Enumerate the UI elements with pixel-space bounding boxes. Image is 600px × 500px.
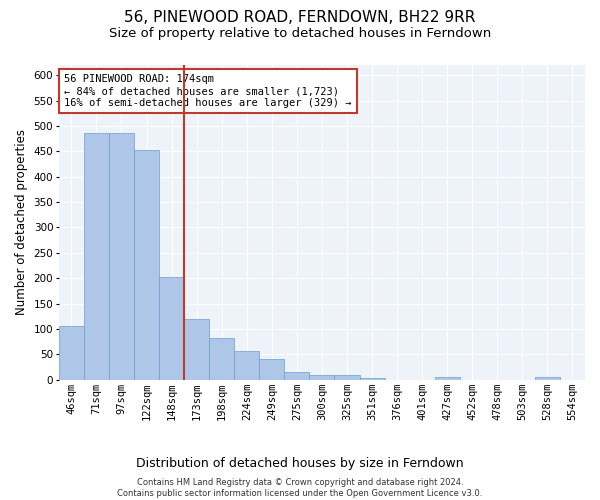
Bar	[434, 377, 460, 380]
Bar	[535, 376, 560, 380]
Bar	[84, 132, 109, 380]
Y-axis label: Number of detached properties: Number of detached properties	[15, 130, 28, 316]
Bar	[184, 319, 209, 380]
Bar	[134, 150, 159, 380]
Bar	[310, 374, 334, 380]
Bar	[59, 326, 84, 380]
Bar	[259, 360, 284, 380]
Bar	[209, 338, 234, 380]
Bar	[284, 372, 310, 380]
Bar	[159, 276, 184, 380]
Text: 56 PINEWOOD ROAD: 174sqm
← 84% of detached houses are smaller (1,723)
16% of sem: 56 PINEWOOD ROAD: 174sqm ← 84% of detach…	[64, 74, 352, 108]
Bar	[234, 352, 259, 380]
Text: 56, PINEWOOD ROAD, FERNDOWN, BH22 9RR: 56, PINEWOOD ROAD, FERNDOWN, BH22 9RR	[124, 10, 476, 25]
Bar	[334, 374, 359, 380]
Bar	[359, 378, 385, 380]
Text: Distribution of detached houses by size in Ferndown: Distribution of detached houses by size …	[136, 458, 464, 470]
Bar	[109, 132, 134, 380]
Text: Size of property relative to detached houses in Ferndown: Size of property relative to detached ho…	[109, 28, 491, 40]
Text: Contains HM Land Registry data © Crown copyright and database right 2024.
Contai: Contains HM Land Registry data © Crown c…	[118, 478, 482, 498]
